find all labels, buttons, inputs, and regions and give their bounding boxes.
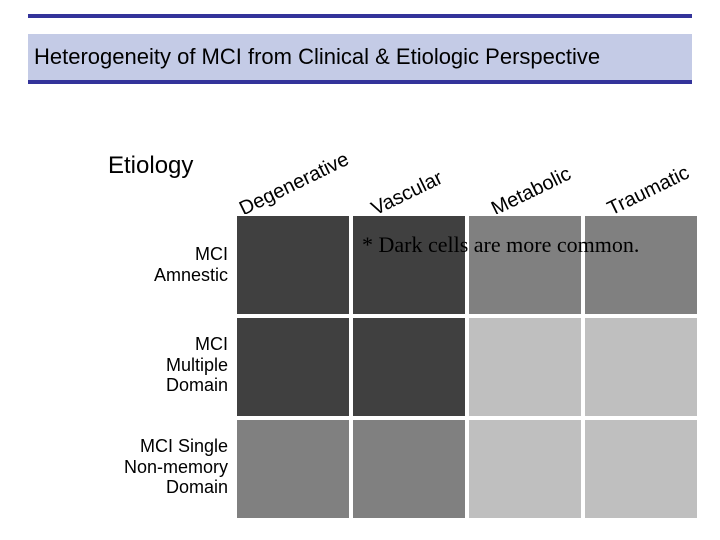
etiology-heading: Etiology: [108, 152, 193, 180]
column-label-2: Metabolic: [488, 163, 575, 221]
title-band: Heterogeneity of MCI from Clinical & Eti…: [28, 34, 692, 80]
cell-r0-c1: [351, 214, 467, 316]
cell-r0-c2: [467, 214, 583, 316]
cell-r1-c0: [235, 316, 351, 418]
column-label-0: Degenerative: [236, 148, 353, 221]
footnote: * Dark cells are more common.: [362, 232, 639, 258]
cell-r1-c3: [583, 316, 699, 418]
cell-r1-c1: [351, 316, 467, 418]
cell-r1-c2: [467, 316, 583, 418]
cell-r2-c2: [467, 418, 583, 520]
title-underline: [28, 80, 692, 84]
row-label-1: MCIMultipleDomain: [98, 334, 228, 396]
cell-r2-c0: [235, 418, 351, 520]
slide: Heterogeneity of MCI from Clinical & Eti…: [0, 0, 720, 540]
y-axis-label: Clinical Classification: [26, 210, 54, 530]
cell-r2-c3: [583, 418, 699, 520]
cell-r0-c0: [235, 214, 351, 316]
row-label-0: MCIAmnestic: [98, 244, 228, 285]
column-label-3: Traumatic: [604, 162, 693, 221]
cell-r0-c3: [583, 214, 699, 316]
matrix-grid: [235, 214, 699, 520]
top-rule: [28, 14, 692, 18]
cell-r2-c1: [351, 418, 467, 520]
row-label-2: MCI SingleNon-memoryDomain: [88, 436, 228, 498]
column-label-1: Vascular: [368, 167, 447, 221]
page-title: Heterogeneity of MCI from Clinical & Eti…: [34, 44, 600, 70]
